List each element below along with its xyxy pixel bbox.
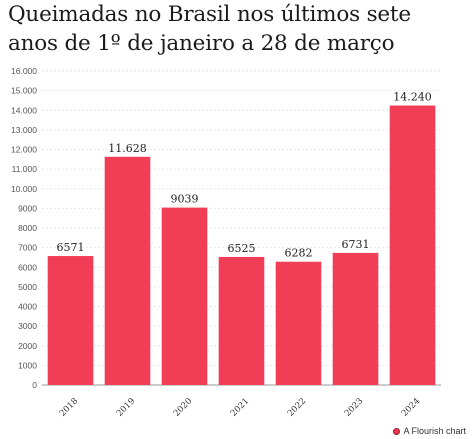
- y-tick-label: 8000: [18, 223, 37, 233]
- bar: [332, 252, 379, 385]
- bar-value-label: 6731: [342, 238, 370, 251]
- bar-value-label: 6525: [228, 242, 256, 255]
- x-tick-label: 2021: [229, 396, 251, 418]
- y-tick-label: 11.000: [12, 164, 38, 174]
- y-tick-label: 7000: [18, 243, 37, 253]
- y-tick-label: 10.000: [11, 184, 37, 194]
- bar-value-label: 14.240: [393, 91, 432, 104]
- flourish-logo-icon: [393, 427, 401, 435]
- y-tick-label: 5000: [18, 282, 37, 292]
- bar-value-label: 9039: [171, 193, 199, 206]
- y-tick-label: 14.000: [11, 105, 37, 115]
- bar: [389, 105, 436, 385]
- bar-value-label: 6571: [57, 241, 85, 254]
- x-tick-label: 2020: [172, 396, 194, 418]
- y-tick-label: 1000: [18, 360, 37, 370]
- bar: [218, 256, 265, 385]
- bar: [47, 256, 94, 385]
- chart-title: Queimadas no Brasil nos últimos sete ano…: [8, 0, 468, 58]
- y-tick-label: 0: [32, 380, 37, 390]
- x-tick-label: 2023: [343, 396, 365, 418]
- x-tick-label: 2022: [286, 396, 308, 418]
- bar: [161, 207, 208, 385]
- y-tick-label: 2000: [18, 341, 37, 351]
- bar: [104, 156, 151, 385]
- chart-title-line-2: anos de 1º de janeiro a 28 de março: [8, 31, 395, 56]
- y-tick-label: 16.000: [11, 66, 37, 76]
- bar-value-label: 11.628: [108, 142, 147, 155]
- y-tick-label: 15.000: [11, 86, 37, 96]
- x-tick-label: 2024: [400, 396, 422, 418]
- x-tick-label: 2019: [115, 396, 137, 418]
- y-tick-label: 6000: [18, 262, 37, 272]
- y-tick-label: 13.000: [11, 125, 37, 135]
- chart-title-line-1: Queimadas no Brasil nos últimos sete: [8, 2, 411, 27]
- flourish-credit-label: A Flourish chart: [403, 426, 466, 436]
- y-tick-label: 12.000: [11, 145, 37, 155]
- bar-value-label: 6282: [285, 247, 313, 260]
- y-tick-label: 3000: [18, 321, 37, 331]
- bar: [275, 261, 322, 385]
- y-tick-label: 4000: [18, 302, 37, 312]
- y-tick-label: 9000: [18, 203, 37, 213]
- flourish-credit[interactable]: A Flourish chart: [393, 426, 466, 436]
- x-tick-label: 2018: [58, 396, 80, 418]
